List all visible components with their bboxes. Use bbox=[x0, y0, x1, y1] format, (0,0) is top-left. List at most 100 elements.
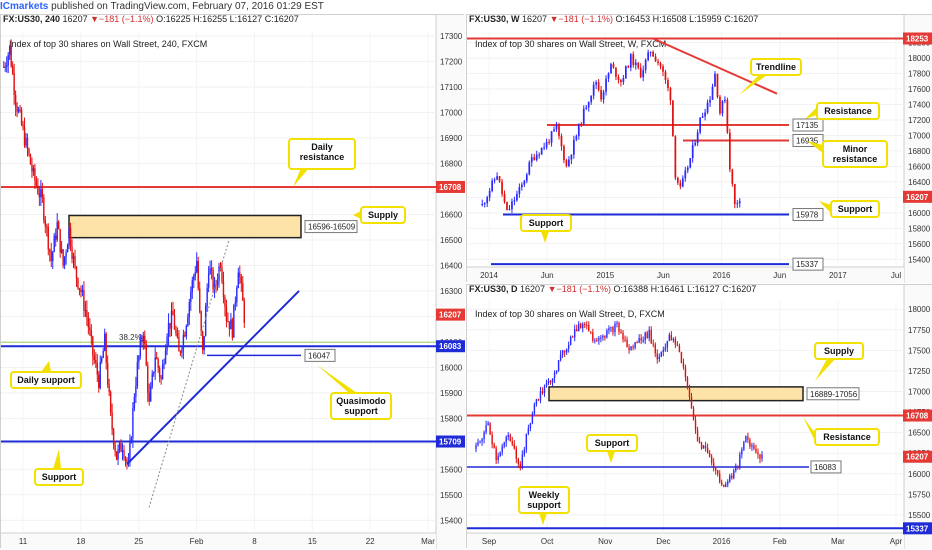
x-tick-label: 2014 bbox=[480, 271, 498, 280]
candle-body bbox=[706, 447, 709, 454]
open-value: O:16225 bbox=[156, 14, 191, 24]
candle-body bbox=[757, 452, 759, 455]
chart-panel-daily[interactable]: 1800017750175001725017000167501650016250… bbox=[466, 284, 932, 549]
candle-body bbox=[751, 445, 753, 447]
candle-body bbox=[543, 386, 546, 394]
candle-body bbox=[684, 367, 687, 378]
candle-body bbox=[4, 66, 6, 68]
candle-body bbox=[694, 420, 697, 430]
candle-body bbox=[10, 46, 12, 67]
candle-body bbox=[130, 438, 133, 443]
candle-body bbox=[555, 370, 558, 373]
candle-body bbox=[575, 136, 578, 140]
candle-body bbox=[126, 459, 128, 464]
x-tick-label: Jun bbox=[773, 271, 786, 280]
chart-weekly-svg: 1820018000178001760017400172001700016800… bbox=[467, 15, 932, 283]
candle-body bbox=[527, 428, 530, 434]
callout-support: Support bbox=[586, 434, 638, 463]
callout-trendline: Trendline bbox=[739, 58, 802, 95]
candle-body bbox=[236, 288, 238, 303]
y-tick-label: 16800 bbox=[440, 160, 463, 169]
candle-body bbox=[34, 168, 36, 181]
candle-body bbox=[727, 481, 729, 485]
candle-body bbox=[627, 66, 630, 68]
candle-body bbox=[55, 235, 57, 240]
candle-body bbox=[158, 368, 161, 378]
y-tick-label: 15800 bbox=[908, 224, 931, 233]
candle-body bbox=[692, 408, 695, 421]
svg-text:Support: Support bbox=[595, 438, 630, 448]
chart-title: Index of top 30 shares on Wall Street, W… bbox=[475, 39, 666, 49]
candle-body bbox=[118, 443, 121, 450]
candle-body bbox=[501, 446, 503, 453]
candle-body bbox=[505, 437, 507, 443]
candle-body bbox=[201, 331, 204, 351]
candle-body bbox=[40, 189, 42, 198]
candle-body bbox=[23, 126, 26, 146]
candle-body bbox=[560, 136, 563, 147]
brand-link[interactable]: ICmarkets bbox=[0, 1, 49, 12]
candle-body bbox=[741, 449, 743, 455]
candle-body bbox=[222, 281, 225, 298]
candle-body bbox=[617, 76, 620, 80]
candle-body bbox=[539, 391, 542, 401]
candle-body bbox=[197, 261, 199, 289]
high-value: H:16255 bbox=[193, 14, 228, 24]
candle-body bbox=[737, 465, 739, 469]
candle-body bbox=[528, 162, 531, 175]
chart-panel-weekly[interactable]: 1820018000178001760017400172001700016800… bbox=[466, 14, 932, 283]
candle-body bbox=[745, 436, 747, 442]
candle-body bbox=[612, 327, 614, 333]
svg-text:Supply: Supply bbox=[368, 210, 398, 220]
candle-body bbox=[46, 226, 48, 228]
candle-body bbox=[555, 124, 558, 130]
candle-body bbox=[38, 193, 41, 198]
x-tick-label: Feb bbox=[773, 537, 787, 546]
x-tick-label: Nov bbox=[598, 537, 612, 546]
candle-body bbox=[622, 78, 625, 83]
candle-body bbox=[227, 320, 229, 322]
callout-support-right: Support bbox=[819, 200, 880, 218]
candle-body bbox=[761, 454, 763, 459]
candle-body bbox=[147, 365, 149, 393]
candle-body bbox=[563, 146, 565, 161]
price-tag-high: 18253 bbox=[906, 35, 929, 44]
candle-body bbox=[712, 462, 715, 469]
y-tick-label: 15500 bbox=[908, 511, 931, 520]
candle-body bbox=[483, 203, 486, 205]
candle-body bbox=[676, 344, 679, 346]
y-tick-label: 18000 bbox=[908, 54, 931, 63]
candle-body bbox=[521, 454, 524, 469]
candle-body bbox=[203, 336, 205, 351]
candle-body bbox=[664, 71, 667, 81]
x-tick-label: 25 bbox=[134, 537, 143, 546]
candle-body bbox=[95, 360, 97, 363]
trendline bbox=[652, 37, 778, 95]
candle-body bbox=[602, 335, 604, 338]
candle-body bbox=[191, 280, 193, 292]
chart-panel-h4[interactable]: 1730017200171001700016900168001670016600… bbox=[0, 14, 465, 549]
candle-body bbox=[47, 226, 49, 250]
candle-body bbox=[209, 268, 211, 274]
candle-body bbox=[87, 317, 90, 328]
y-tick-label: 17800 bbox=[908, 70, 931, 79]
candle-body bbox=[150, 386, 152, 402]
level-label-16935: 16935 bbox=[796, 136, 819, 145]
candle-body bbox=[553, 372, 556, 379]
y-tick-label: 16400 bbox=[440, 261, 463, 270]
y-tick-label: 16400 bbox=[908, 178, 931, 187]
time-axis bbox=[1, 533, 436, 549]
candle-body bbox=[637, 62, 640, 68]
symbol-label: FX:US30, 240 bbox=[3, 14, 61, 24]
candle-body bbox=[518, 187, 521, 194]
candle-body bbox=[679, 182, 682, 187]
candle-body bbox=[231, 319, 234, 338]
candle-body bbox=[696, 132, 699, 144]
candle-body bbox=[743, 441, 745, 450]
close-value: C:16207 bbox=[724, 14, 759, 24]
candle-body bbox=[120, 443, 122, 452]
candle-body bbox=[580, 123, 583, 125]
candle-body bbox=[711, 86, 714, 100]
candle-body bbox=[75, 266, 78, 279]
candle-body bbox=[694, 143, 697, 145]
